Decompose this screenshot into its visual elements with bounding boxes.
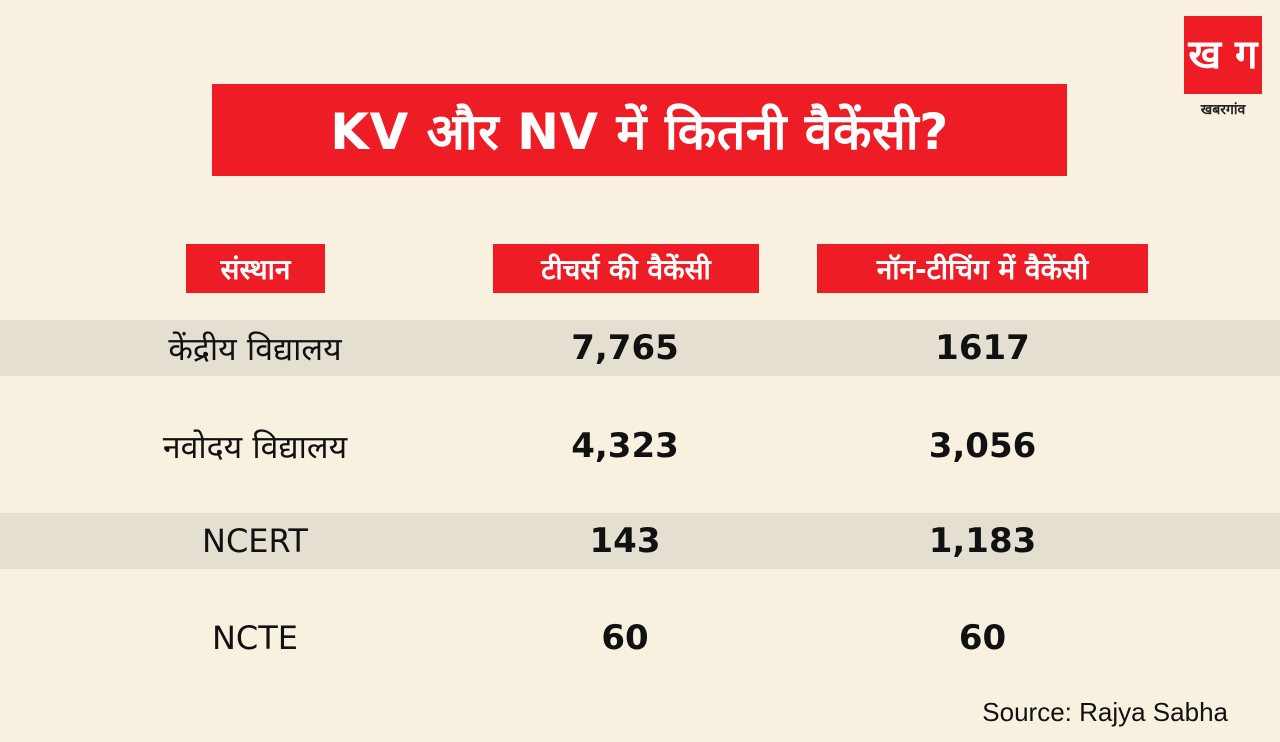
column-header-label: संस्थान <box>220 252 291 286</box>
non-teaching-vacancy-cell: 1617 <box>935 328 1030 368</box>
institution-cell: NCTE <box>211 619 299 657</box>
institution-cell: NCERT <box>202 522 308 560</box>
column-header-teachers: टीचर्स की वैकेंसी <box>493 244 759 293</box>
teacher-vacancy-cell: 7,765 <box>571 328 679 368</box>
page-title: KV और NV में कितनी वैकेंसी? <box>330 103 949 161</box>
column-header-label: नॉन-टीचिंग में वैकेंसी <box>876 252 1089 286</box>
title-banner: KV और NV में कितनी वैकेंसी? <box>212 84 1067 176</box>
column-header-institution: संस्थान <box>186 244 325 293</box>
teacher-vacancy-cell: 60 <box>601 618 649 658</box>
logo-name: खबरगांव <box>1200 102 1246 118</box>
table-row: केंद्रीय विद्यालय 7,765 1617 <box>0 320 1280 376</box>
non-teaching-vacancy-cell: 3,056 <box>928 426 1037 466</box>
teacher-vacancy-cell: 143 <box>589 521 661 561</box>
table-row: NCERT 143 1,183 <box>0 513 1280 569</box>
table-row: NCTE 60 60 <box>0 610 1280 666</box>
institution-cell: केंद्रीय विद्यालय <box>168 329 342 368</box>
table-row: नवोदय विद्यालय 4,323 3,056 <box>0 418 1280 474</box>
column-header-non-teaching: नॉन-टीचिंग में वैकेंसी <box>817 244 1148 293</box>
brand-logo: ख ग <box>1184 16 1262 94</box>
column-header-label: टीचर्स की वैकेंसी <box>541 252 711 286</box>
non-teaching-vacancy-cell: 60 <box>958 618 1007 658</box>
source-note: Source: Rajya Sabha <box>982 697 1228 727</box>
non-teaching-vacancy-cell: 1,183 <box>928 521 1037 561</box>
logo-mark: ख ग <box>1188 32 1258 78</box>
institution-cell: नवोदय विद्यालय <box>162 427 348 466</box>
teacher-vacancy-cell: 4,323 <box>571 426 679 466</box>
